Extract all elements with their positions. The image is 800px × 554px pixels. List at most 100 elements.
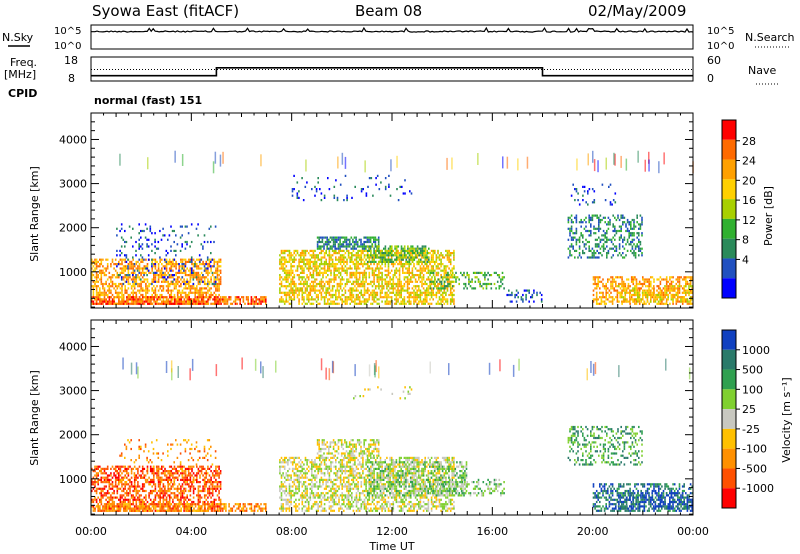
echo-cell (306, 267, 308, 270)
echo-cell (208, 258, 211, 261)
echo-cell (194, 271, 196, 274)
echo-cell (577, 256, 579, 259)
echo-cell (208, 289, 211, 292)
echo-cell (159, 285, 161, 288)
echo-cell (211, 302, 214, 305)
echo-cell (600, 296, 603, 299)
echo-cell (133, 285, 136, 288)
echo-cell (588, 247, 590, 250)
echo-cell (351, 293, 353, 297)
echo-cell (317, 271, 319, 274)
echo-cell (352, 247, 354, 250)
echo-cell (127, 269, 130, 272)
echo-cell (598, 223, 600, 226)
echo-cell (114, 269, 117, 272)
echo-cell (154, 291, 157, 294)
echo-cell (141, 280, 144, 283)
echo-cell (357, 263, 359, 266)
echo-cell (363, 293, 366, 297)
echo-cell (146, 285, 149, 288)
echo-cell (368, 254, 371, 257)
echo-cell (165, 260, 168, 263)
echo-cell (352, 238, 354, 241)
echo-cell (371, 285, 374, 288)
echo-cell (427, 289, 430, 292)
echo-cell (349, 260, 351, 263)
echo-cell (378, 274, 380, 277)
echo-cell (205, 260, 208, 263)
echo-cell (341, 256, 343, 259)
echo-cell (346, 263, 348, 266)
echo-cell (358, 256, 361, 259)
echo-cell (426, 300, 428, 303)
echo-cell (403, 298, 406, 301)
echo-cell (328, 240, 330, 244)
echo-cell (94, 474, 96, 477)
echo-cell (178, 280, 181, 283)
echo-cell (170, 274, 173, 277)
echo-cell (325, 271, 327, 274)
echo-cell (129, 260, 131, 263)
echo-cell (407, 260, 409, 263)
echo-cell (323, 260, 326, 263)
echo-cell (587, 203, 589, 206)
echo-cell (402, 300, 404, 303)
echo-cell (127, 271, 130, 274)
echo-cell (315, 300, 318, 303)
echo-cell (236, 302, 238, 305)
echo-cell (686, 282, 689, 286)
echo-cell (389, 194, 392, 197)
echo-cell (189, 289, 192, 292)
echo-cell (165, 298, 168, 301)
echo-streak (576, 158, 578, 171)
echo-cell (306, 293, 308, 297)
echo-cell (414, 278, 417, 281)
echo-cell (406, 289, 409, 292)
echo-cell (140, 282, 142, 286)
echo-cell (672, 285, 674, 288)
echo-cell (111, 280, 114, 283)
echo-cell (681, 300, 684, 303)
echo-cell (127, 298, 130, 301)
echo-cell (317, 265, 319, 268)
echo-cell (375, 183, 377, 186)
echo-cell (102, 287, 104, 290)
echo-cell (176, 278, 179, 281)
echo-cell (362, 300, 364, 303)
echo-cell (283, 302, 286, 305)
echo-cell (161, 302, 163, 305)
echo-cell (148, 298, 151, 301)
echo-cell (282, 256, 284, 259)
echo-cell (296, 267, 299, 270)
echo-cell (349, 280, 351, 283)
echo-cell (157, 240, 160, 244)
echo-cell (265, 300, 267, 303)
echo-cell (611, 203, 613, 206)
echo-cell (628, 232, 630, 235)
echo-cell (384, 282, 387, 286)
echo-cell (151, 249, 153, 252)
echo-cell (395, 267, 398, 270)
echo-cell (307, 278, 310, 281)
echo-cell (95, 285, 98, 288)
echo-cell (410, 291, 412, 294)
echo-cell (406, 285, 409, 288)
echo-cell (427, 252, 430, 255)
echo-cell (490, 274, 493, 277)
echo-cell (153, 296, 155, 299)
echo-cell (416, 280, 418, 283)
echo-cell (108, 302, 111, 305)
echo-cell (347, 254, 350, 257)
echo-cell (570, 194, 573, 197)
echo-cell (288, 285, 291, 288)
echo-cell (629, 300, 631, 303)
echo-cell (411, 256, 414, 259)
echo-cell (127, 300, 130, 303)
echo-cell (290, 285, 292, 288)
echo-cell (168, 289, 171, 292)
echo-cell (183, 291, 185, 294)
echo-cell (395, 271, 398, 274)
echo-cell (338, 269, 340, 272)
echo-cell (427, 267, 430, 270)
echo-cell (355, 289, 358, 292)
